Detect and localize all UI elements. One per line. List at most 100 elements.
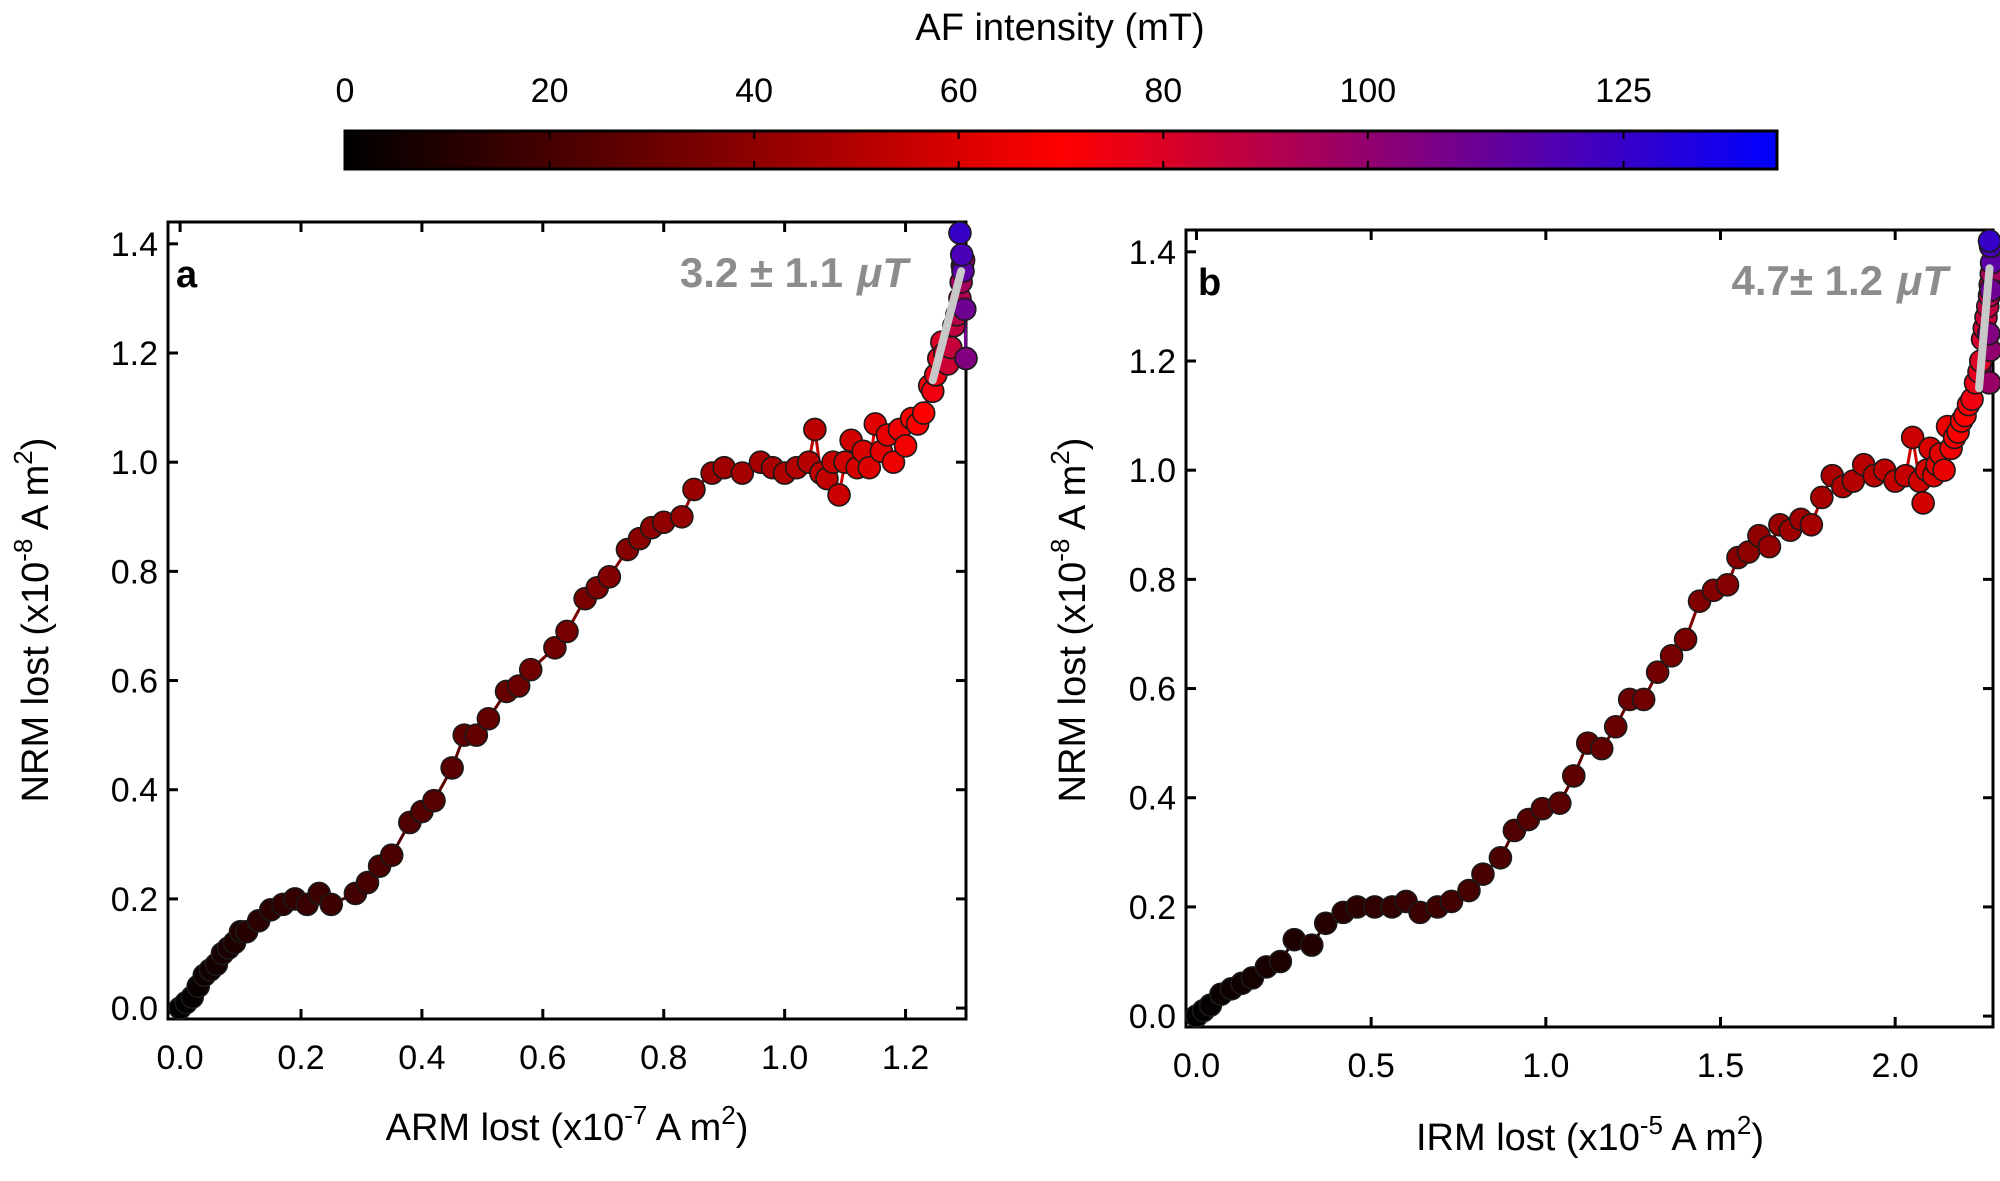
data-point <box>464 723 489 747</box>
panel-b-ylabel-exp: -8 <box>1045 539 1075 562</box>
panel-a-ylabel-unit-exp: 2 <box>8 450 38 464</box>
colorbar: AF intensity (mT) 0 20 40 60 80 100 125 <box>336 7 1779 171</box>
y-tick-label: 1.2 <box>111 335 158 373</box>
panel-b-y-tick-labels: 0.0 0.2 0.4 0.6 0.8 1.0 1.2 1.4 <box>1129 234 1176 1036</box>
panel-b-ylabel-text: NRM lost (x10 <box>1052 562 1094 803</box>
y-tick-label: 1.0 <box>1129 452 1176 490</box>
y-tick-label: 1.2 <box>1129 343 1176 381</box>
data-point <box>1659 643 1684 668</box>
panel-b-annotation-unit: μT <box>1896 257 1951 304</box>
panel-a-x-tick-labels: 0.0 0.2 0.4 0.6 0.8 1.0 1.2 <box>156 1039 929 1077</box>
data-point <box>1810 485 1834 510</box>
panel-b-points <box>1184 229 2000 1028</box>
panel-a-xlabel-text: ARM lost (x10 <box>386 1107 625 1149</box>
colorbar-tick-label: 0 <box>336 72 355 110</box>
y-tick-label: 1.4 <box>1129 234 1176 272</box>
panel-b-label: b <box>1198 262 1221 304</box>
panel-b-x-tick-labels: 0.0 0.5 1.0 1.5 2.0 <box>1173 1047 1919 1085</box>
data-point <box>954 346 978 371</box>
colorbar-tick-label: 125 <box>1595 72 1652 110</box>
x-tick-label: 1.5 <box>1697 1047 1744 1085</box>
data-point <box>379 843 404 868</box>
data-point <box>440 756 464 780</box>
panel-a-frame <box>166 220 968 1021</box>
data-point <box>1900 425 1925 450</box>
panel-a-xlabel-unit: A m <box>647 1107 721 1149</box>
y-tick-label: 0.6 <box>1129 671 1176 709</box>
y-tick-label: 0.2 <box>111 881 158 919</box>
data-point <box>1561 764 1586 788</box>
x-tick-label: 1.0 <box>1522 1047 1569 1085</box>
panel-a-ylabel-unit: A m <box>15 465 57 539</box>
data-point <box>827 483 851 507</box>
y-tick-label: 0.4 <box>1129 780 1176 818</box>
x-tick-label: 1.2 <box>882 1039 929 1077</box>
data-point <box>881 450 906 474</box>
colorbar-tick-label: 60 <box>940 72 978 110</box>
data-point <box>476 706 501 731</box>
data-point <box>597 565 622 589</box>
panel-b-series-line <box>1195 240 1994 1018</box>
panel-a: 0.0 0.2 0.4 0.6 0.8 1.0 1.2 0.0 0.2 0.4 0.6 0.8 1.0… <box>8 220 978 1149</box>
data-point <box>1268 949 1293 974</box>
data-point <box>1548 791 1572 815</box>
data-point <box>1603 714 1628 739</box>
panel-a-annotation-value: 3.2 ± 1.1 <box>680 249 843 296</box>
data-point <box>948 221 972 245</box>
y-tick-label: 1.4 <box>111 226 158 264</box>
y-tick-label: 1.0 <box>111 444 158 482</box>
colorbar-tick-labels: 0 20 40 60 80 100 125 <box>336 72 1652 110</box>
panel-b-xlabel-text: IRM lost (x10 <box>1416 1117 1640 1159</box>
panel-b-annotation: 4.7± 1.2 μT <box>1732 257 1952 304</box>
data-point <box>1715 573 1740 597</box>
panel-b-ticks <box>1186 230 1993 1027</box>
data-point <box>1471 862 1495 886</box>
panel-b-ylabel-close: ) <box>1052 438 1094 451</box>
x-tick-label: 2.0 <box>1872 1047 1919 1085</box>
y-tick-label: 0.8 <box>1129 561 1176 599</box>
panel-a-label: a <box>176 254 198 296</box>
panel-a-ylabel-exp: -8 <box>8 539 38 562</box>
data-point <box>355 870 380 895</box>
data-point <box>803 417 827 442</box>
x-tick-label: 0.0 <box>156 1039 203 1077</box>
panel-a-xlabel-close: ) <box>736 1107 749 1149</box>
panel-b-fit-line <box>1975 264 1994 393</box>
y-tick-label: 0.0 <box>111 990 158 1028</box>
data-point <box>1977 229 2000 253</box>
data-point <box>518 657 543 682</box>
colorbar-tick-label: 100 <box>1339 72 1396 110</box>
panel-b-ylabel-unit: A m <box>1052 465 1094 539</box>
panel-b: 0.0 0.5 1.0 1.5 2.0 0.0 0.2 0.4 0.6 0.8 1.0 1.2 1.4… <box>1045 228 2000 1159</box>
panel-a-x-axis-title: ARM lost (x10-7 A m2) <box>386 1100 749 1149</box>
panel-a-annotation-unit: μT <box>856 249 911 296</box>
data-point <box>543 635 567 660</box>
data-point <box>1757 534 1782 559</box>
y-tick-label: 0.6 <box>111 663 158 701</box>
data-point <box>1589 736 1614 761</box>
data-point <box>893 434 918 458</box>
y-tick-label: 0.2 <box>1129 889 1176 927</box>
colorbar-tick-label: 40 <box>735 72 773 110</box>
data-point <box>1457 878 1481 903</box>
data-point <box>1799 512 1824 537</box>
x-tick-label: 0.4 <box>398 1039 445 1077</box>
panel-a-fit-line <box>928 267 966 385</box>
x-tick-label: 0.6 <box>519 1039 566 1077</box>
y-tick-label: 0.4 <box>111 772 158 810</box>
data-point <box>1932 458 1956 482</box>
data-point <box>857 455 882 480</box>
x-tick-label: 0.0 <box>1173 1047 1220 1085</box>
panel-b-ylabel-unit-exp: 2 <box>1045 450 1075 464</box>
data-point <box>1313 911 1338 936</box>
data-point <box>730 461 755 485</box>
colorbar-title: AF intensity (mT) <box>915 7 1204 49</box>
panel-a-points <box>168 221 978 1020</box>
data-point <box>1911 491 1935 515</box>
x-tick-label: 1.0 <box>761 1039 808 1077</box>
y-tick-label: 0.0 <box>1129 998 1176 1036</box>
data-point <box>911 401 936 425</box>
data-point <box>1631 687 1656 712</box>
panel-a-ylabel-close: ) <box>15 438 57 451</box>
